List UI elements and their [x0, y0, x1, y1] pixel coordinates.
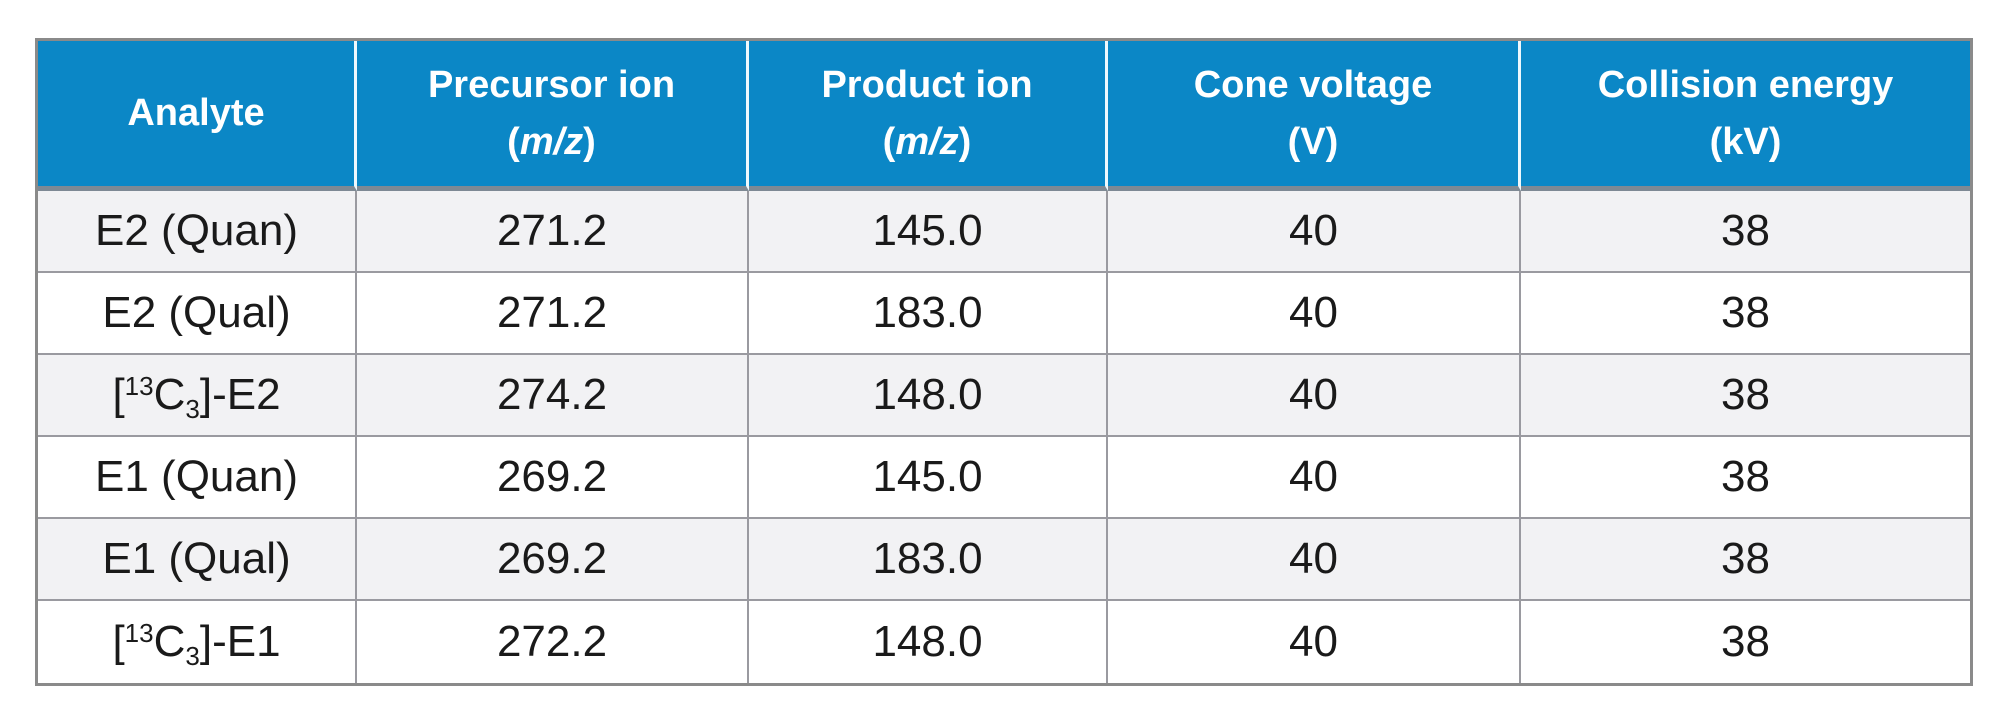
analyte-cell: [13C3]-E1 — [38, 601, 357, 683]
analyte-cell: E2 (Quan) — [38, 191, 357, 273]
collision-energy-cell: 38 — [1521, 191, 1970, 273]
collision-energy-cell: 38 — [1521, 273, 1970, 355]
column-title: Precursor ion — [427, 63, 676, 106]
product-ion-cell: 183.0 — [749, 273, 1108, 355]
analyte-cell: E2 (Qual) — [38, 273, 357, 355]
precursor-ion-cell: 272.2 — [357, 601, 749, 683]
table-row: E1 (Quan) 269.2 145.0 40 38 — [38, 437, 1970, 519]
header-row: Analyte Precursor ion (m/z) Product ion … — [38, 41, 1970, 191]
table-row: E1 (Qual) 269.2 183.0 40 38 — [38, 519, 1970, 601]
collision-energy-cell: 38 — [1521, 355, 1970, 437]
column-title: Product ion — [821, 63, 1033, 106]
col-header-analyte: Analyte — [38, 41, 357, 191]
precursor-ion-cell: 271.2 — [357, 191, 749, 273]
table-header: Analyte Precursor ion (m/z) Product ion … — [38, 41, 1970, 191]
product-ion-cell: 145.0 — [749, 191, 1108, 273]
column-unit: (m/z) — [882, 120, 972, 163]
column-title: Collision energy — [1597, 63, 1894, 106]
product-ion-cell: 145.0 — [749, 437, 1108, 519]
column-unit: (V) — [1287, 120, 1339, 163]
cone-voltage-cell: 40 — [1108, 191, 1521, 273]
product-ion-cell: 148.0 — [749, 601, 1108, 683]
product-ion-cell: 183.0 — [749, 519, 1108, 601]
product-ion-cell: 148.0 — [749, 355, 1108, 437]
precursor-ion-cell: 269.2 — [357, 437, 749, 519]
analyte-cell: [13C3]-E2 — [38, 355, 357, 437]
column-unit: (kV) — [1709, 120, 1782, 163]
analyte-cell: E1 (Quan) — [38, 437, 357, 519]
collision-energy-cell: 38 — [1521, 437, 1970, 519]
cone-voltage-cell: 40 — [1108, 355, 1521, 437]
cone-voltage-cell: 40 — [1108, 437, 1521, 519]
table-row: [13C3]-E2 274.2 148.0 40 38 — [38, 355, 1970, 437]
mrm-parameters-table: Analyte Precursor ion (m/z) Product ion … — [35, 38, 1973, 686]
cone-voltage-cell: 40 — [1108, 273, 1521, 355]
column-unit: (m/z) — [507, 120, 596, 163]
cone-voltage-cell: 40 — [1108, 519, 1521, 601]
col-header-cone-voltage: Cone voltage (V) — [1108, 41, 1521, 191]
precursor-ion-cell: 269.2 — [357, 519, 749, 601]
table-body: E2 (Quan) 271.2 145.0 40 38 E2 (Qual) 27… — [38, 191, 1970, 683]
table-row: E2 (Qual) 271.2 183.0 40 38 — [38, 273, 1970, 355]
col-header-product-ion: Product ion (m/z) — [749, 41, 1108, 191]
mrm-parameters-table-container: Analyte Precursor ion (m/z) Product ion … — [35, 38, 1973, 686]
precursor-ion-cell: 271.2 — [357, 273, 749, 355]
isotope-subscript: 3 — [185, 641, 200, 672]
precursor-ion-cell: 274.2 — [357, 355, 749, 437]
isotope-subscript: 3 — [185, 394, 200, 425]
analyte-cell: E1 (Qual) — [38, 519, 357, 601]
collision-energy-cell: 38 — [1521, 519, 1970, 601]
column-title: Cone voltage — [1193, 63, 1433, 106]
collision-energy-cell: 38 — [1521, 601, 1970, 683]
isotope-superscript: 13 — [124, 370, 154, 401]
table-row: E2 (Quan) 271.2 145.0 40 38 — [38, 191, 1970, 273]
isotope-superscript: 13 — [124, 617, 154, 648]
table-row: [13C3]-E1 272.2 148.0 40 38 — [38, 601, 1970, 683]
col-header-precursor-ion: Precursor ion (m/z) — [357, 41, 749, 191]
column-title: Analyte — [127, 92, 265, 134]
cone-voltage-cell: 40 — [1108, 601, 1521, 683]
col-header-collision-energy: Collision energy (kV) — [1521, 41, 1970, 191]
